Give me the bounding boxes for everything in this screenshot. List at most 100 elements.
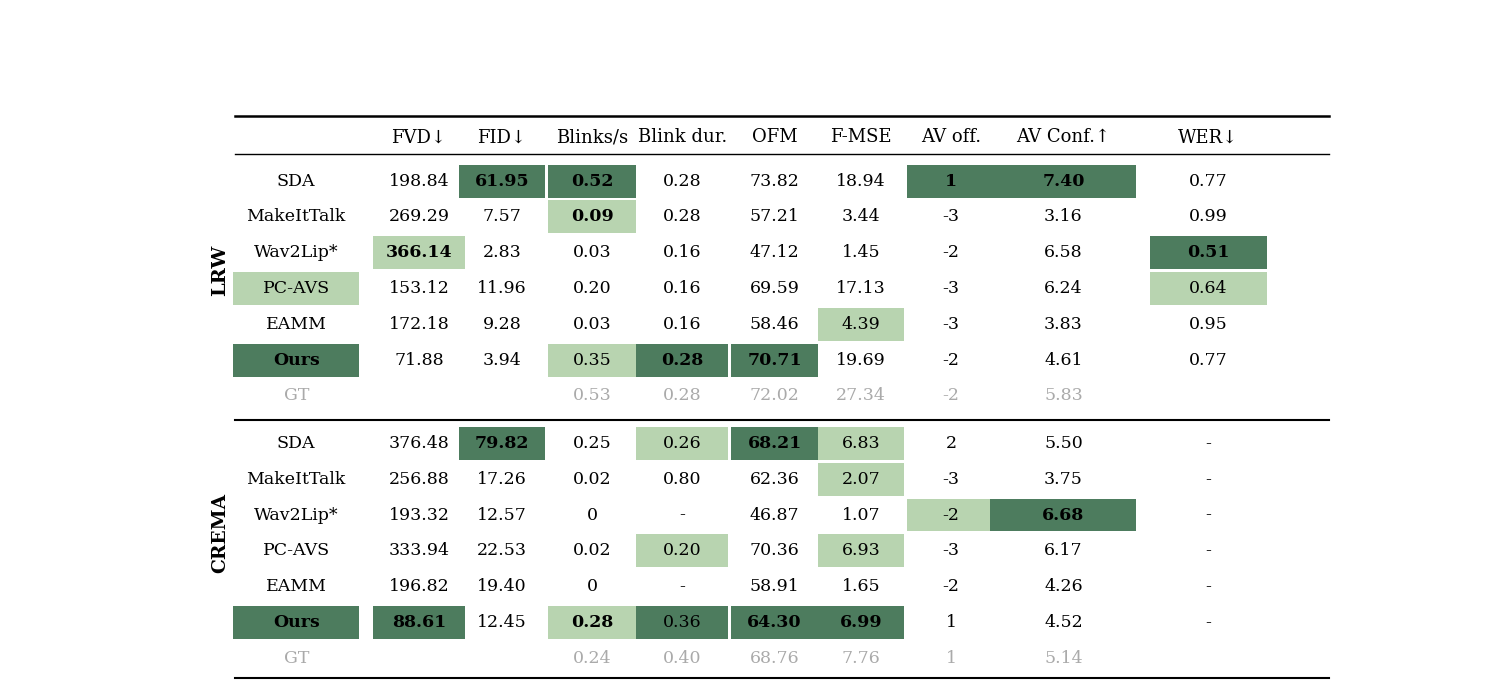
Text: EAMM: EAMM xyxy=(266,578,327,595)
Text: 12.57: 12.57 xyxy=(477,507,527,523)
Text: 19.69: 19.69 xyxy=(836,352,886,369)
Text: 0.28: 0.28 xyxy=(662,172,702,189)
Text: 0.64: 0.64 xyxy=(1189,280,1228,297)
Text: 6.93: 6.93 xyxy=(842,542,880,560)
Text: 5.14: 5.14 xyxy=(1044,650,1082,667)
Text: 1: 1 xyxy=(946,650,957,667)
FancyBboxPatch shape xyxy=(635,343,729,377)
Text: FID↓: FID↓ xyxy=(477,129,527,146)
FancyBboxPatch shape xyxy=(818,606,904,639)
FancyBboxPatch shape xyxy=(373,606,465,639)
Text: -2: -2 xyxy=(943,352,960,369)
Text: 0.16: 0.16 xyxy=(662,244,702,261)
Text: 269.29: 269.29 xyxy=(388,209,450,226)
Text: 0.77: 0.77 xyxy=(1189,352,1228,369)
Text: 19.40: 19.40 xyxy=(477,578,527,595)
Text: 0.28: 0.28 xyxy=(661,352,703,369)
Text: EAMM: EAMM xyxy=(266,316,327,333)
Text: 47.12: 47.12 xyxy=(750,244,800,261)
Text: 0.02: 0.02 xyxy=(573,542,611,560)
Text: 0.36: 0.36 xyxy=(662,614,702,631)
Text: 3.83: 3.83 xyxy=(1044,316,1083,333)
Text: Wav2Lip*: Wav2Lip* xyxy=(254,244,338,261)
Text: 0.03: 0.03 xyxy=(573,316,611,333)
Text: 0.28: 0.28 xyxy=(662,209,702,226)
FancyBboxPatch shape xyxy=(459,165,545,198)
FancyBboxPatch shape xyxy=(232,343,359,377)
Text: LRW: LRW xyxy=(211,245,229,296)
Text: 17.13: 17.13 xyxy=(836,280,886,297)
Text: 4.52: 4.52 xyxy=(1044,614,1083,631)
Text: 0.77: 0.77 xyxy=(1189,172,1228,189)
Text: 7.76: 7.76 xyxy=(842,650,880,667)
Text: -: - xyxy=(1206,542,1212,560)
Text: -: - xyxy=(1206,578,1212,595)
Text: 0.95: 0.95 xyxy=(1189,316,1228,333)
FancyBboxPatch shape xyxy=(907,499,996,531)
Text: 17.26: 17.26 xyxy=(477,471,527,488)
FancyBboxPatch shape xyxy=(373,236,465,269)
FancyBboxPatch shape xyxy=(635,427,729,460)
Text: PC-AVS: PC-AVS xyxy=(263,280,330,297)
FancyBboxPatch shape xyxy=(548,165,635,198)
Text: AV off.: AV off. xyxy=(920,129,981,146)
Text: 0.35: 0.35 xyxy=(573,352,611,369)
Text: 0.09: 0.09 xyxy=(570,209,614,226)
Text: 0.52: 0.52 xyxy=(570,172,613,189)
Text: -: - xyxy=(1206,435,1212,452)
Text: 73.82: 73.82 xyxy=(750,172,800,189)
Text: 0.16: 0.16 xyxy=(662,280,702,297)
Text: 57.21: 57.21 xyxy=(750,209,800,226)
Text: Ours: Ours xyxy=(273,352,320,369)
Text: 256.88: 256.88 xyxy=(389,471,450,488)
Text: 22.53: 22.53 xyxy=(477,542,527,560)
Text: 1.45: 1.45 xyxy=(842,244,880,261)
Text: -2: -2 xyxy=(943,244,960,261)
Text: 193.32: 193.32 xyxy=(388,507,450,523)
FancyBboxPatch shape xyxy=(459,427,545,460)
Text: 0.28: 0.28 xyxy=(662,387,702,404)
Text: -3: -3 xyxy=(943,471,960,488)
Text: Blink dur.: Blink dur. xyxy=(637,129,727,146)
Text: 2.07: 2.07 xyxy=(842,471,880,488)
Text: 6.68: 6.68 xyxy=(1043,507,1085,523)
Text: 0.20: 0.20 xyxy=(573,280,611,297)
Text: -3: -3 xyxy=(943,280,960,297)
Text: Wav2Lip*: Wav2Lip* xyxy=(254,507,338,523)
Text: 6.58: 6.58 xyxy=(1044,244,1082,261)
Text: 198.84: 198.84 xyxy=(389,172,450,189)
Text: 0: 0 xyxy=(587,507,598,523)
FancyBboxPatch shape xyxy=(1150,272,1268,305)
Text: 172.18: 172.18 xyxy=(389,316,450,333)
Text: PC-AVS: PC-AVS xyxy=(263,542,330,560)
Text: -: - xyxy=(1206,614,1212,631)
Text: 3.44: 3.44 xyxy=(842,209,880,226)
Text: 4.39: 4.39 xyxy=(842,316,880,333)
Text: 3.16: 3.16 xyxy=(1044,209,1082,226)
Text: 58.46: 58.46 xyxy=(750,316,800,333)
Text: -3: -3 xyxy=(943,209,960,226)
Text: 0.40: 0.40 xyxy=(662,650,702,667)
FancyBboxPatch shape xyxy=(732,606,818,639)
Text: 376.48: 376.48 xyxy=(389,435,450,452)
FancyBboxPatch shape xyxy=(635,606,729,639)
FancyBboxPatch shape xyxy=(818,427,904,460)
Text: GT: GT xyxy=(284,387,309,404)
Text: 0.03: 0.03 xyxy=(573,244,611,261)
Text: Blinks/s: Blinks/s xyxy=(555,129,628,146)
Text: 62.36: 62.36 xyxy=(750,471,800,488)
Text: 0.80: 0.80 xyxy=(662,471,702,488)
Text: 7.40: 7.40 xyxy=(1043,172,1085,189)
Text: 4.61: 4.61 xyxy=(1044,352,1082,369)
Text: 70.71: 70.71 xyxy=(747,352,801,369)
FancyBboxPatch shape xyxy=(907,165,996,198)
Text: -3: -3 xyxy=(943,316,960,333)
Text: 0.28: 0.28 xyxy=(570,614,613,631)
Text: F-MSE: F-MSE xyxy=(830,129,892,146)
Text: -3: -3 xyxy=(943,542,960,560)
Text: 366.14: 366.14 xyxy=(386,244,453,261)
Text: 79.82: 79.82 xyxy=(475,435,530,452)
Text: 0.53: 0.53 xyxy=(573,387,611,404)
Text: MakeItTalk: MakeItTalk xyxy=(246,471,346,488)
FancyBboxPatch shape xyxy=(548,606,635,639)
